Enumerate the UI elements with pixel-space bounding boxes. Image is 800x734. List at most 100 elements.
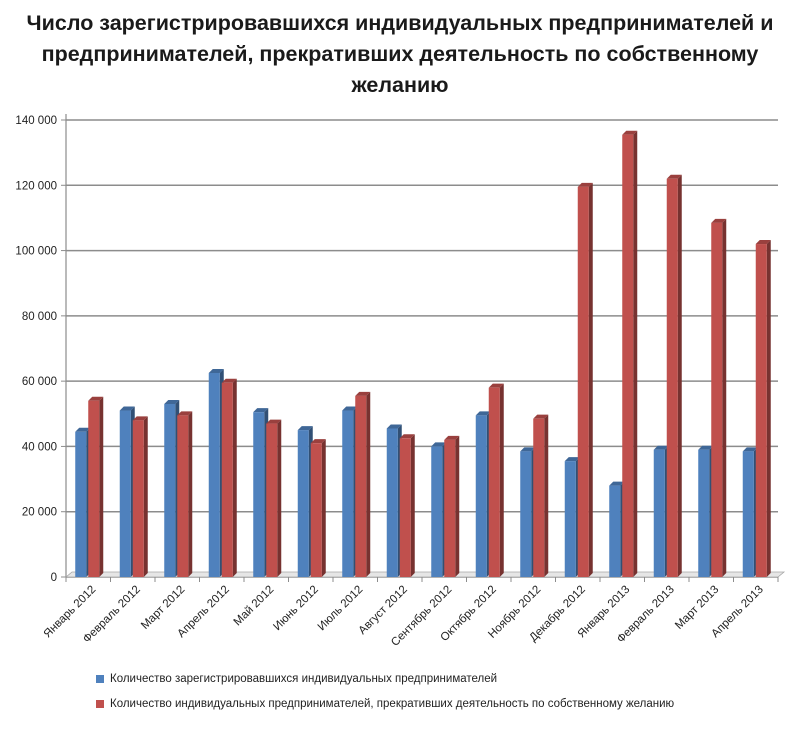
bar-front [399,438,411,577]
bar-front [488,387,500,577]
bar-ceased [488,383,504,577]
bar-side [677,174,682,577]
y-tick-labels: 0 20 000 40 000 60 000 80 000 100 000 120 000 1… [15,115,57,584]
bar-front [75,431,87,577]
bar-top [342,406,358,411]
bar-side [544,414,549,577]
bar-registered [742,447,758,577]
bar-registered [119,406,135,577]
legend-swatch-registered [96,675,104,683]
y-tick-label: 100 000 [15,246,57,258]
bar-side [722,218,727,577]
bar-registered [164,399,180,577]
bar-front [310,443,322,577]
x-tick-label: Июнь 2012 [271,584,321,634]
bar-front [386,428,398,577]
bar-registered [342,406,358,577]
bar-ceased [177,411,193,577]
bar-front [342,410,354,577]
bar-top [564,457,580,462]
bar-top [75,427,91,432]
bar-front [132,420,144,577]
legend-item-registered: Количество зарегистрировавшихся индивиду… [96,671,497,687]
bar-ceased [266,419,282,577]
chart-title-line-2: предпринимателей, прекративших деятельно… [41,42,759,66]
y-tick-label: 120 000 [15,180,57,192]
y-tick-label: 0 [51,572,57,584]
bar-ceased [577,182,593,578]
bar-top [698,445,714,450]
bar-front [177,415,189,577]
bar-front [431,446,443,577]
bar-top [711,218,727,223]
bar-registered [208,368,224,577]
bar-side [633,130,638,578]
bar-ceased [355,391,371,577]
bar-top [266,419,282,424]
legend-swatch-ceased [96,700,104,708]
bar-top [164,399,180,404]
bar-top [444,435,460,440]
bar-front [564,461,576,577]
bar-front [742,451,754,577]
bar-top [310,439,326,444]
bar-front [266,423,278,577]
chart-title-line-3: желанию [351,73,449,97]
bar-registered [609,481,625,577]
bar-front [653,449,665,577]
bar-front [698,449,710,577]
bar-front [221,382,233,577]
bar-side [277,419,282,577]
bar-top [177,411,193,416]
bar-registered [520,447,536,577]
bar-ceased [132,416,148,577]
legend-label-ceased: Количество индивидуальных предпринимател… [110,698,675,710]
bar-registered [653,445,669,577]
y-tick-label: 60 000 [22,376,57,388]
bar-top [653,445,669,450]
bar-registered [297,426,313,577]
bar-ceased [711,218,727,577]
bar-top [609,481,625,486]
bar-front [164,403,176,577]
bar-front [755,244,767,578]
bar-front [297,430,309,577]
bar-ceased [755,240,771,578]
bar-top [622,130,638,135]
bar-ceased [310,439,326,577]
bar-ceased [88,396,104,577]
bar-top [132,416,148,421]
y-tick-label: 20 000 [22,507,57,519]
bar-side [321,439,326,577]
bar-top [253,408,269,413]
bar-front [475,415,487,577]
x-tick-label: Март 2012 [139,584,187,632]
bar-registered [698,445,714,577]
bar-front [520,451,532,577]
bar-top [88,396,104,401]
bar-front [444,439,456,577]
bar-side [232,378,237,577]
bar-top [742,447,758,452]
bar-top [297,426,313,431]
bar-top [488,383,504,388]
bar-registered [386,424,402,577]
legend-item-ceased: Количество индивидуальных предпринимател… [96,696,674,712]
bars [75,130,771,578]
y-tick-label: 40 000 [22,441,57,453]
bar-top [208,368,224,373]
bar-top [520,447,536,452]
bar-front [253,412,265,577]
bar-side [143,416,148,577]
bar-front [666,178,678,577]
bar-ceased [622,130,638,578]
x-tick-label: Май 2012 [232,584,277,629]
bar-top [119,406,135,411]
bar-registered [475,411,491,577]
bar-side [499,383,504,577]
bar-side [366,391,371,577]
bar-top [755,240,771,245]
bar-side [188,411,193,577]
